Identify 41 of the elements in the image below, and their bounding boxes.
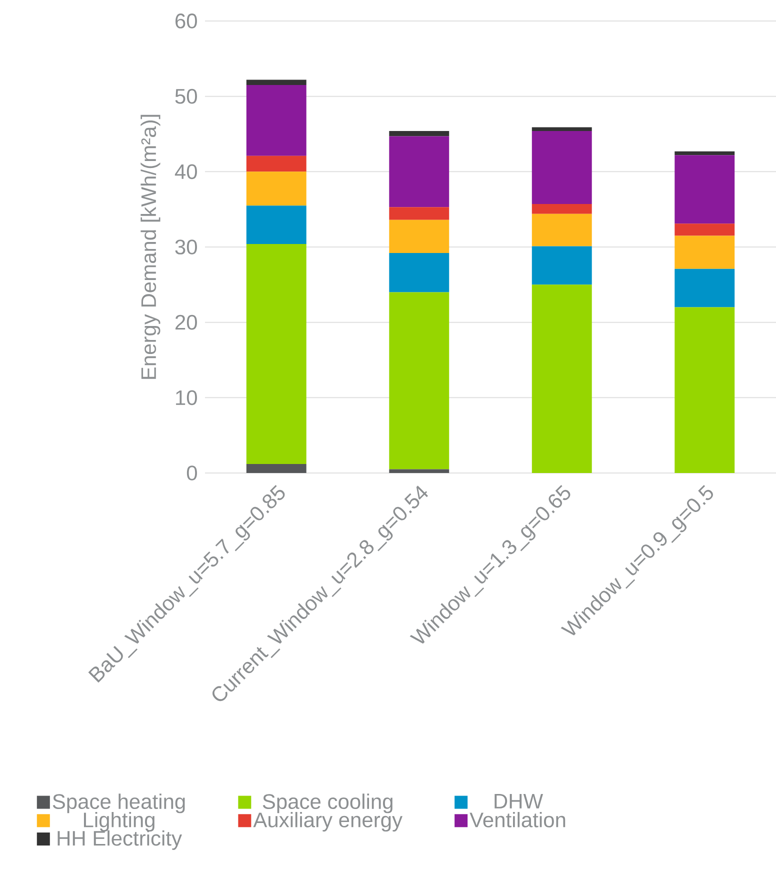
bar — [246, 172, 306, 206]
bar — [674, 268, 735, 308]
bar — [246, 156, 306, 172]
bar — [246, 206, 306, 244]
legend-label: Auxiliary energy — [253, 812, 402, 832]
legend-label: Lighting — [84, 812, 154, 832]
y-axis-title: Energy Demand [kWh/(m²a)] — [140, 114, 160, 379]
bar — [674, 307, 735, 473]
bar — [389, 136, 450, 208]
y-tick-label: 50 — [175, 88, 197, 104]
bar — [674, 224, 735, 236]
bar — [532, 214, 592, 246]
legend-label: Ventilation — [470, 812, 566, 828]
bar — [246, 244, 306, 464]
bar — [246, 85, 306, 156]
bar — [389, 469, 450, 473]
y-tick-label: 40 — [174, 164, 197, 180]
bar — [389, 253, 450, 292]
y-tick-label: 20 — [175, 314, 197, 330]
legend-label: HH Electricity — [58, 830, 182, 850]
bar — [532, 130, 592, 204]
bar — [532, 284, 592, 473]
legend-label: DHW — [494, 794, 544, 808]
bar — [674, 151, 735, 156]
bar — [389, 220, 450, 254]
y-tick-label: 30 — [175, 240, 197, 254]
bar — [246, 464, 306, 473]
bar — [246, 80, 306, 86]
y-tick-label: 60 — [176, 14, 197, 28]
y-tick-label: 10 — [176, 390, 197, 406]
legend-label: Space cooling — [262, 794, 392, 814]
y-tick-label: 0 — [186, 466, 197, 480]
bar — [389, 207, 450, 220]
bar — [389, 130, 450, 136]
legend-label: Space heating — [52, 794, 185, 814]
bar — [532, 246, 592, 285]
bar — [532, 127, 592, 131]
bar — [532, 204, 592, 214]
bar — [674, 236, 735, 269]
bar — [674, 155, 735, 224]
bar — [389, 292, 450, 470]
